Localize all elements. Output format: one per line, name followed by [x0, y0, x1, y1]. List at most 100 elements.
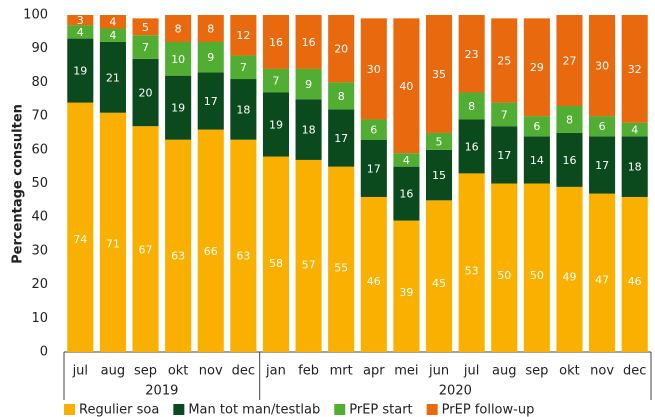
- data-label: 7: [240, 61, 247, 74]
- data-label: 8: [338, 90, 345, 103]
- data-label: 4: [631, 124, 638, 137]
- group-label: 2019: [145, 384, 178, 399]
- data-label: 6: [370, 124, 377, 137]
- bar-segment: [132, 58, 159, 127]
- x-tick-label: aug: [492, 364, 516, 379]
- data-label: 8: [468, 100, 475, 113]
- bar-segment: [165, 41, 192, 76]
- bar-segment: [425, 200, 453, 352]
- y-tick-label: 70: [31, 109, 48, 124]
- data-label: 47: [595, 274, 609, 287]
- bar-segment: [165, 139, 192, 352]
- y-tick-label: 30: [31, 243, 48, 258]
- bar-segment: [556, 132, 583, 187]
- data-label: 49: [562, 271, 576, 284]
- x-tick-label: aug: [101, 364, 125, 379]
- y-tick-label: 90: [31, 41, 48, 56]
- data-label: 32: [628, 63, 642, 76]
- data-label: 18: [236, 103, 250, 116]
- bar-segment: [262, 68, 290, 93]
- bar-segment: [589, 193, 616, 352]
- bar-segment: [230, 15, 257, 56]
- data-label: 9: [305, 78, 312, 91]
- bar-segment: [458, 92, 485, 120]
- y-tick-label: 10: [31, 311, 48, 326]
- bar-segment: [295, 99, 322, 160]
- bar-segment: [621, 196, 648, 352]
- x-tick-label: jan: [265, 364, 286, 379]
- x-tick-label: okt: [168, 364, 189, 379]
- x-tick-label: jul: [463, 364, 479, 379]
- x-tick-label: jun: [428, 364, 449, 379]
- data-label: 6: [599, 120, 606, 133]
- bar-segment: [556, 15, 583, 106]
- bar-segment: [523, 116, 550, 137]
- data-label: 19: [171, 102, 185, 115]
- bar-segment: [393, 220, 420, 352]
- bar-segment: [425, 132, 453, 150]
- x-tick-label: okt: [559, 364, 580, 379]
- bar-segment: [556, 105, 583, 133]
- x-tick-label: dec: [232, 364, 255, 379]
- x-tick-label: nov: [199, 364, 223, 379]
- bar-segment: [132, 18, 159, 36]
- data-label: 16: [562, 154, 576, 167]
- data-label: 16: [302, 36, 316, 49]
- bar-segment: [132, 126, 159, 353]
- bar-segment: [589, 136, 616, 194]
- bar-segment: [360, 119, 387, 140]
- bar-segment: [262, 15, 290, 69]
- data-label: 18: [628, 161, 642, 174]
- data-label: 46: [367, 275, 381, 288]
- bar-segment: [393, 166, 420, 221]
- bar-segment: [197, 129, 224, 352]
- y-tick-label: 100: [23, 8, 48, 23]
- data-label: 20: [334, 43, 348, 56]
- bar-segment: [328, 166, 355, 352]
- bar-segment: [491, 183, 518, 352]
- bar-segment: [491, 126, 518, 184]
- data-label: 40: [399, 80, 413, 93]
- data-label: 5: [436, 135, 443, 148]
- data-label: 18: [302, 124, 316, 137]
- data-label: 39: [399, 286, 413, 299]
- y-tick-label: 50: [31, 176, 48, 191]
- data-label: 21: [106, 71, 120, 84]
- bar-segment: [67, 102, 94, 353]
- data-label: 16: [465, 140, 479, 153]
- data-label: 19: [269, 119, 283, 132]
- legend-label: Man tot man/testlab: [188, 403, 320, 417]
- data-label: 4: [109, 16, 116, 29]
- bar-segment: [67, 15, 94, 26]
- data-label: 6: [533, 120, 540, 133]
- group-label: 2020: [439, 384, 472, 399]
- data-label: 29: [530, 61, 544, 74]
- bar-segment: [589, 15, 616, 117]
- data-label: 57: [302, 259, 316, 272]
- x-tick-label: sep: [525, 364, 548, 379]
- bar-segment: [328, 109, 355, 167]
- bar-segment: [67, 25, 94, 39]
- bar-segment: [360, 139, 387, 197]
- bar-segment: [132, 35, 159, 59]
- bar-segment: [295, 68, 322, 100]
- bar-segment: [262, 156, 290, 352]
- bar-segment: [328, 15, 355, 83]
- x-tick-label: dec: [623, 364, 646, 379]
- data-label: 9: [207, 51, 214, 64]
- bar-segment: [621, 122, 648, 137]
- bar-segment: [262, 92, 290, 157]
- bar-segment: [197, 41, 224, 73]
- data-label: 74: [73, 233, 87, 246]
- data-label: 20: [139, 87, 153, 100]
- data-label: 4: [109, 29, 116, 42]
- bar-segment: [295, 15, 322, 69]
- data-label: 15: [432, 169, 446, 182]
- data-label: 17: [595, 159, 609, 172]
- data-label: 7: [501, 108, 508, 121]
- y-tick-label: 20: [31, 277, 48, 292]
- data-label: 27: [562, 54, 576, 67]
- bar-segment: [621, 15, 648, 123]
- bar-segment: [360, 18, 387, 120]
- data-label: 25: [497, 54, 511, 67]
